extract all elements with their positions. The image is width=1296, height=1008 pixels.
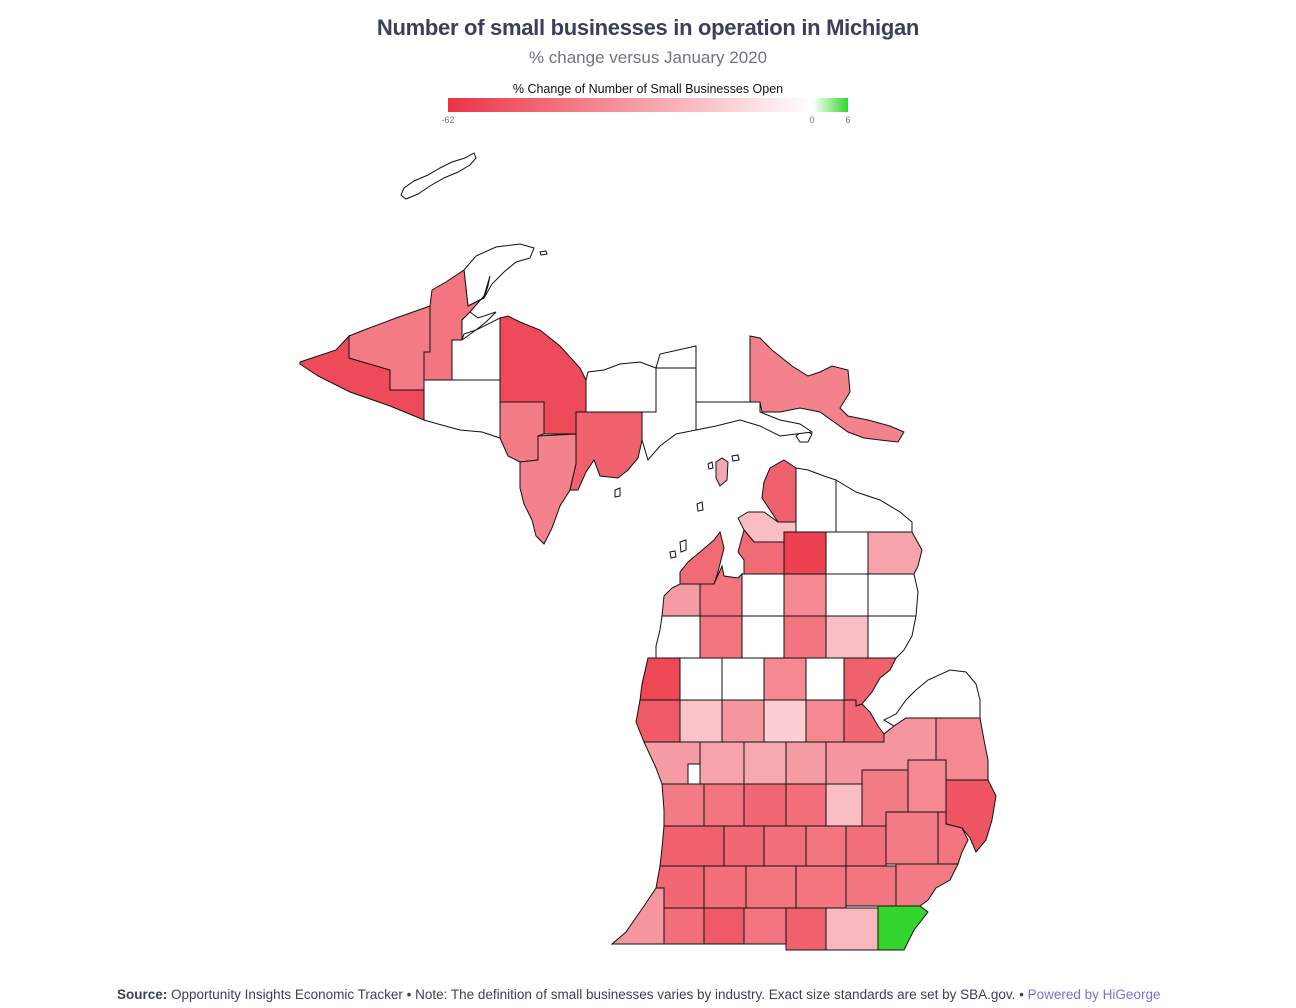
county-luce[interactable] — [655, 345, 697, 369]
county-cass[interactable] — [663, 907, 705, 945]
county-alger[interactable] — [585, 361, 657, 413]
county-midland[interactable] — [805, 699, 845, 743]
county-missaukee[interactable] — [741, 615, 785, 659]
county-mason[interactable] — [639, 657, 681, 701]
county-alcona[interactable] — [867, 573, 919, 617]
county-cheboygan[interactable] — [795, 467, 837, 533]
county-houghton[interactable] — [423, 269, 491, 381]
footer-source-text: Opportunity Insights Economic Tracker • … — [171, 987, 1024, 1002]
map-subtitle: % change versus January 2020 — [528, 48, 768, 67]
county-benzie[interactable] — [661, 583, 701, 617]
county-montmorency[interactable] — [825, 531, 869, 575]
county-livingston[interactable] — [845, 825, 887, 867]
county-manistee[interactable] — [655, 615, 701, 659]
county-bay[interactable] — [843, 699, 885, 743]
footer-source-label: Source: — [117, 987, 168, 1002]
county-gratiot[interactable] — [743, 741, 787, 785]
county-calhoun[interactable] — [745, 865, 797, 909]
legend-tick-zero: 0 — [809, 115, 815, 125]
county-ingham[interactable] — [805, 825, 847, 867]
county-isabella[interactable] — [763, 699, 807, 743]
county-montcalm[interactable] — [699, 741, 745, 785]
county-eaton[interactable] — [763, 825, 807, 867]
county-barry[interactable] — [723, 825, 765, 867]
county-berrien[interactable] — [610, 887, 665, 945]
county-oakland[interactable] — [885, 811, 939, 865]
footer: Source: Opportunity Insights Economic Tr… — [117, 987, 1160, 1002]
county-ionia[interactable] — [743, 783, 787, 827]
island-beaver — [715, 457, 729, 487]
powered-by-link[interactable]: Powered by HiGeorge — [1027, 987, 1161, 1002]
county-st-joseph[interactable] — [703, 907, 745, 945]
county-hillsdale[interactable] — [785, 907, 827, 951]
island-manitou — [669, 550, 677, 559]
county-mackinac[interactable] — [695, 401, 814, 437]
map-title: Number of small businesses in operation … — [376, 15, 920, 40]
legend-tick-max: 6 — [845, 115, 851, 125]
isle-royale — [400, 152, 477, 200]
county-iron[interactable] — [423, 379, 501, 439]
keweenaw-coast — [463, 243, 535, 307]
county-iosco[interactable] — [867, 615, 917, 659]
county-newaygo[interactable] — [679, 699, 723, 743]
county-kent[interactable] — [703, 783, 745, 827]
legend-tick-min: -62 — [441, 115, 455, 125]
county-branch[interactable] — [743, 907, 787, 945]
county-schoolcraft[interactable] — [641, 367, 697, 462]
county-delta[interactable] — [569, 411, 643, 491]
county-allegan[interactable] — [659, 825, 725, 867]
legend-color-bar — [448, 98, 848, 112]
county-lapeer[interactable] — [907, 759, 947, 813]
county-shiawassee[interactable] — [825, 783, 863, 827]
county-osceola[interactable] — [721, 657, 765, 701]
county-ogemaw[interactable] — [825, 615, 869, 659]
county-emmet[interactable] — [761, 459, 797, 523]
island-small-1 — [707, 461, 714, 470]
county-clare[interactable] — [763, 657, 807, 701]
county-clinton[interactable] — [785, 783, 827, 827]
county-washtenaw[interactable] — [845, 865, 897, 907]
county-wexford[interactable] — [699, 615, 743, 659]
island-fox — [679, 539, 687, 553]
county-gladwin[interactable] — [805, 657, 845, 701]
county-oscoda[interactable] — [825, 573, 869, 617]
island-north-manitou — [696, 501, 704, 512]
county-mecosta[interactable] — [721, 699, 765, 743]
county-kalkaska[interactable] — [741, 573, 785, 617]
county-muskegon[interactable] — [643, 741, 701, 785]
county-lenawee[interactable] — [825, 907, 879, 951]
county-lake[interactable] — [679, 657, 723, 701]
county-wayne[interactable] — [895, 863, 959, 907]
county-jackson[interactable] — [795, 865, 847, 909]
county-saginaw[interactable] — [785, 741, 827, 785]
county-alpena[interactable] — [867, 531, 923, 575]
island-small-2 — [731, 454, 740, 462]
legend-title: % Change of Number of Small Businesses O… — [512, 82, 784, 96]
legend-gradient — [448, 98, 848, 112]
county-chippewa[interactable] — [749, 335, 905, 443]
county-dickinson[interactable] — [499, 401, 545, 463]
small-island — [539, 250, 548, 256]
county-presque-isle[interactable] — [835, 479, 913, 533]
county-arenac[interactable] — [843, 657, 897, 707]
county-monroe[interactable] — [877, 905, 929, 951]
county-ottawa[interactable] — [661, 783, 705, 827]
county-oceana[interactable] — [635, 699, 681, 743]
county-roscommon[interactable] — [783, 615, 827, 659]
county-kalamazoo[interactable] — [703, 865, 747, 909]
county-crawford[interactable] — [783, 573, 827, 617]
island-garden — [614, 487, 621, 498]
county-otsego[interactable] — [783, 531, 827, 575]
